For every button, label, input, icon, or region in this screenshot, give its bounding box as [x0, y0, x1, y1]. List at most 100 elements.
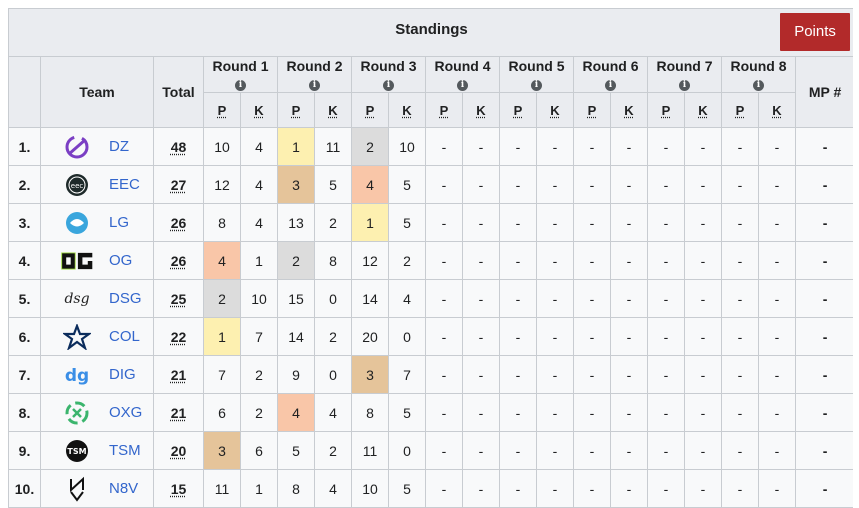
kills-cell: 7: [240, 317, 278, 356]
placement-cell: 2: [351, 127, 389, 166]
og-logo-icon[interactable]: [59, 248, 95, 274]
kills-cell: -: [536, 431, 574, 470]
info-icon[interactable]: i: [753, 79, 764, 91]
kills-cell: -: [758, 279, 796, 318]
kills-subheader: K: [536, 92, 574, 128]
placement-cell: 3: [203, 431, 241, 470]
round-label: Round 8: [730, 57, 787, 74]
placement-cell: 10: [203, 127, 241, 166]
placement-cell: -: [425, 431, 463, 470]
kills-cell: 8: [314, 241, 352, 280]
svg-text:dsg: dsg: [64, 291, 89, 307]
kills-cell: -: [684, 431, 722, 470]
team-link[interactable]: TSM: [109, 442, 141, 459]
info-icon[interactable]: i: [457, 79, 468, 91]
placement-cell: -: [721, 431, 759, 470]
kills-cell: -: [758, 127, 796, 166]
placement-cell: 11: [203, 469, 241, 508]
team-link[interactable]: N8V: [109, 480, 139, 497]
placement-cell: 3: [277, 165, 315, 204]
team-link[interactable]: DIG: [109, 366, 136, 383]
total-header: Total: [153, 56, 204, 128]
kills-cell: -: [536, 127, 574, 166]
placement-cell: 4: [203, 241, 241, 280]
placement-cell: 12: [203, 165, 241, 204]
placement-cell: 11: [351, 431, 389, 470]
total-cell: 27: [153, 165, 204, 204]
k-abbr: K: [328, 102, 338, 118]
n8v-logo-icon[interactable]: [59, 476, 95, 502]
mp-cell: -: [794, 203, 853, 242]
team-link[interactable]: LG: [109, 214, 130, 231]
placement-cell: -: [425, 241, 463, 280]
eec-logo-icon[interactable]: eec: [59, 172, 95, 198]
col-logo-icon[interactable]: [59, 323, 95, 350]
info-icon[interactable]: i: [531, 79, 542, 91]
kills-cell: 11: [314, 127, 352, 166]
team-cell: DZ: [40, 127, 154, 166]
placement-cell: -: [499, 165, 537, 204]
kills-cell: -: [610, 203, 648, 242]
table-row: 5. dsg DSG 25 2 10 15 0 14 4- - - - - - - - - - -: [8, 279, 853, 318]
total-value: 26: [170, 252, 187, 269]
total-value: 48: [170, 138, 187, 155]
kills-cell: -: [758, 355, 796, 394]
placement-cell: -: [573, 317, 611, 356]
table-row: 4. OG 26 4 1 2 8 12 2- - - - - - - - - - -: [8, 241, 853, 280]
info-icon[interactable]: i: [235, 79, 246, 91]
table-row: 7. dg DIG 21 7 2 9 0 3 7- - - - - - - - - - -: [8, 355, 853, 394]
kills-cell: 2: [314, 203, 352, 242]
kills-cell: 0: [314, 279, 352, 318]
kills-cell: -: [610, 279, 648, 318]
dig-logo-icon[interactable]: dg: [59, 362, 95, 388]
kills-cell: -: [536, 241, 574, 280]
kills-cell: -: [462, 127, 500, 166]
placement-cell: -: [647, 469, 685, 508]
tsm-logo-icon[interactable]: TSM: [59, 438, 95, 464]
kills-cell: -: [536, 165, 574, 204]
placement-subheader: P: [351, 92, 389, 128]
placement-cell: -: [647, 203, 685, 242]
kills-subheader: K: [388, 92, 426, 128]
info-icon[interactable]: i: [679, 79, 690, 91]
team-cell: COL: [40, 317, 154, 356]
placement-cell: 8: [277, 469, 315, 508]
kills-cell: -: [610, 355, 648, 394]
kills-cell: -: [684, 127, 722, 166]
kills-cell: 0: [388, 431, 426, 470]
p-abbr: P: [661, 102, 671, 118]
kills-cell: -: [758, 431, 796, 470]
points-button[interactable]: Points: [780, 13, 851, 51]
team-link[interactable]: DZ: [109, 138, 129, 155]
p-abbr: P: [365, 102, 375, 118]
info-icon[interactable]: i: [605, 79, 616, 91]
info-icon[interactable]: i: [309, 79, 320, 91]
placement-cell: 1: [351, 203, 389, 242]
kills-cell: -: [684, 317, 722, 356]
team-link[interactable]: OXG: [109, 404, 143, 421]
kills-cell: -: [462, 355, 500, 394]
kills-cell: -: [610, 469, 648, 508]
team-link[interactable]: OG: [109, 252, 133, 269]
placement-cell: -: [425, 355, 463, 394]
lg-logo-icon[interactable]: [59, 210, 95, 236]
team-link[interactable]: COL: [109, 328, 140, 345]
total-value: 21: [170, 366, 187, 383]
team-link[interactable]: DSG: [109, 290, 142, 307]
kills-cell: -: [462, 241, 500, 280]
placement-cell: 1: [203, 317, 241, 356]
placement-cell: -: [499, 393, 537, 432]
rank-cell: 6.: [8, 317, 41, 356]
kills-cell: 5: [388, 393, 426, 432]
placement-cell: -: [647, 431, 685, 470]
placement-cell: -: [573, 165, 611, 204]
dsg-logo-icon[interactable]: dsg: [59, 286, 95, 312]
kills-cell: -: [462, 279, 500, 318]
kills-cell: -: [758, 203, 796, 242]
placement-cell: -: [647, 279, 685, 318]
oxg-logo-icon[interactable]: [59, 400, 95, 426]
dz-logo-icon[interactable]: [59, 134, 95, 160]
kills-cell: 0: [388, 317, 426, 356]
info-icon[interactable]: i: [383, 79, 394, 91]
team-link[interactable]: EEC: [109, 176, 140, 193]
